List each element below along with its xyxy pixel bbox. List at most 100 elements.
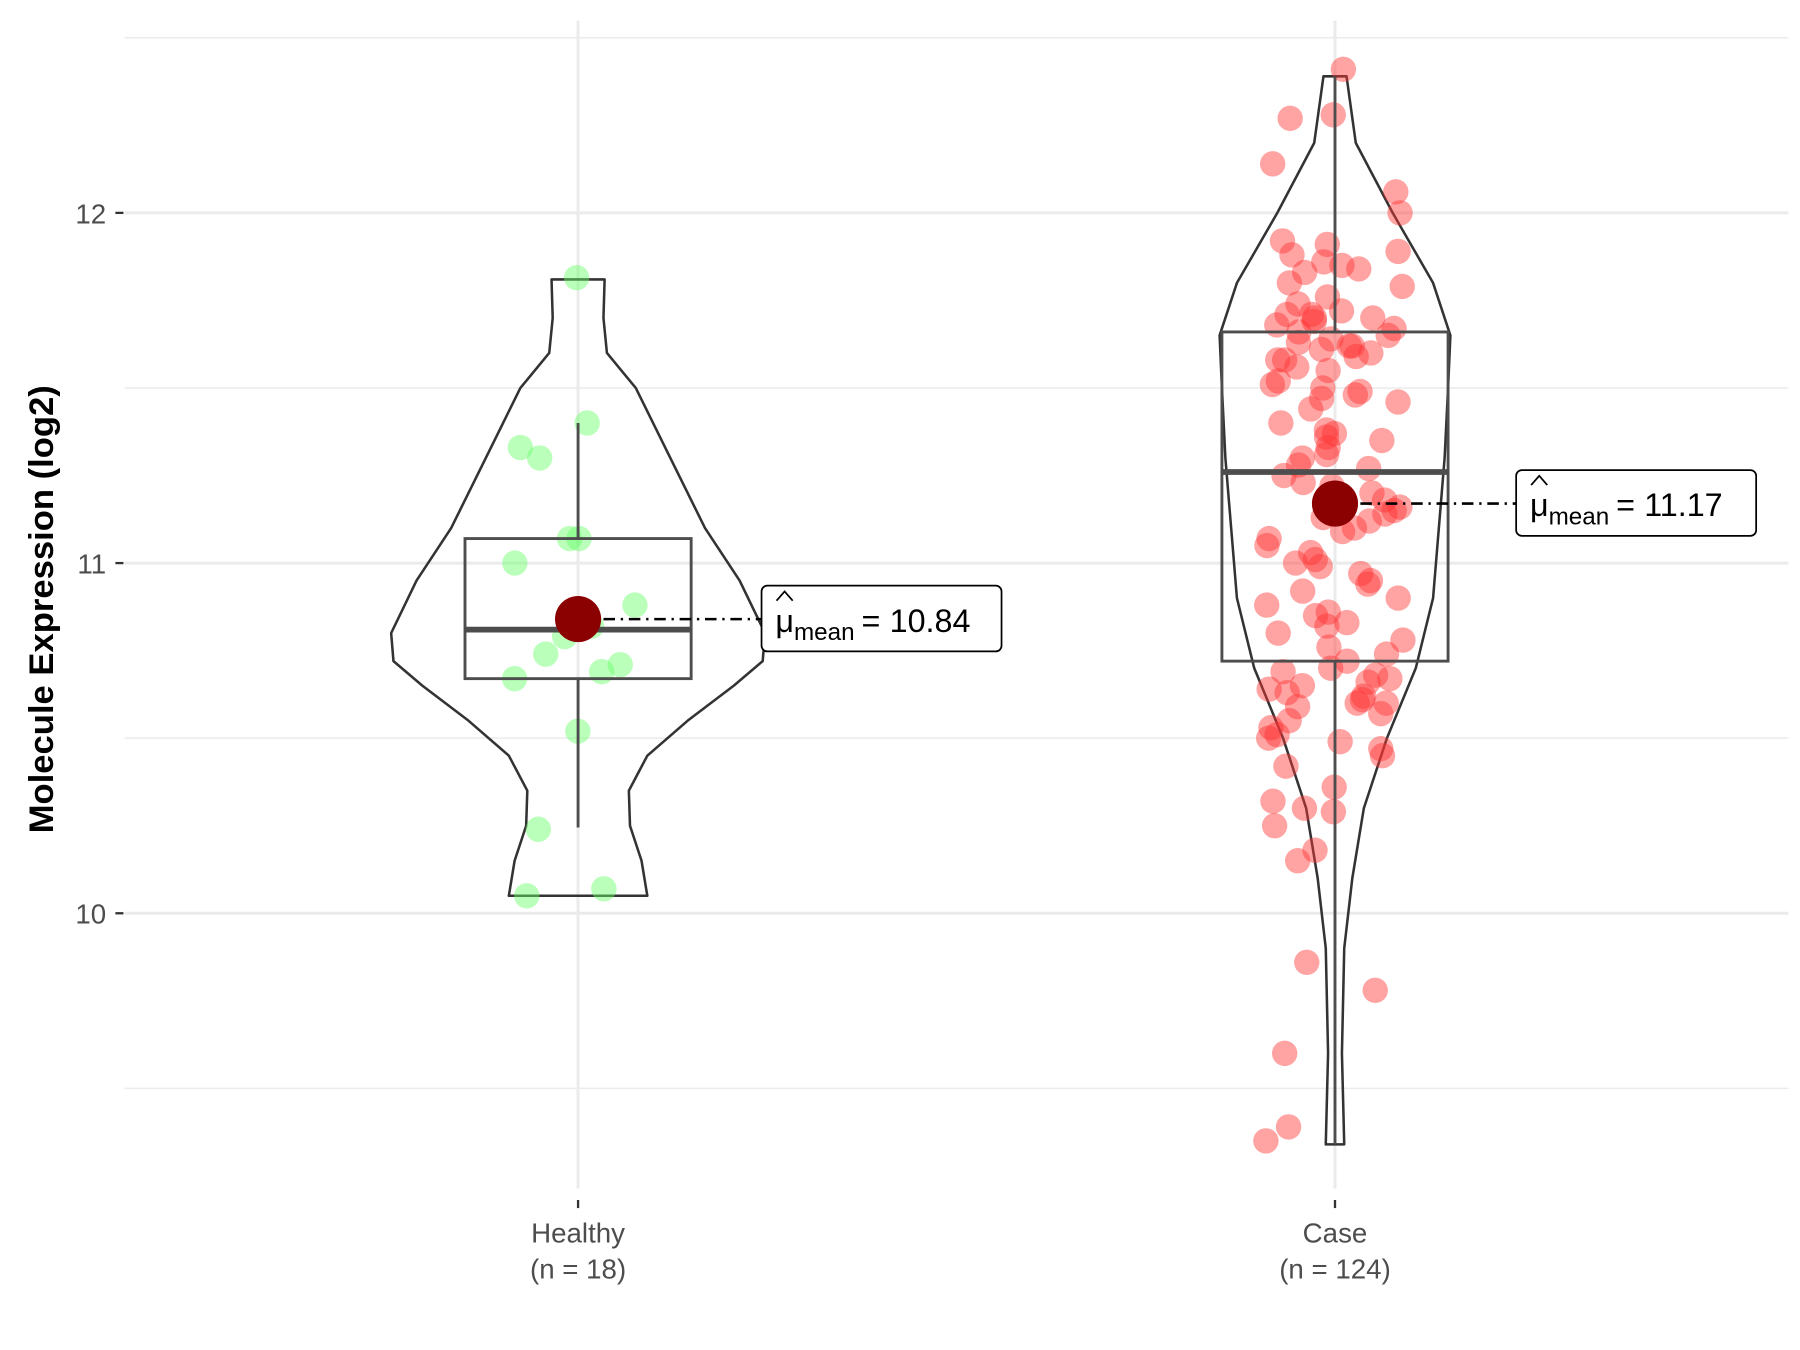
mean-label: μmean = 11.17: [1530, 487, 1723, 530]
data-point: [1357, 567, 1384, 594]
data-point: [1385, 389, 1411, 415]
data-point: [1270, 658, 1296, 685]
data-point: [1282, 550, 1309, 576]
data-point: [1308, 336, 1335, 363]
data-point: [1362, 662, 1389, 688]
data-point: [1371, 487, 1398, 513]
data-point: [1369, 742, 1396, 769]
data-point: [1260, 151, 1286, 177]
data-point: [1339, 333, 1365, 359]
hat-icon: [775, 590, 794, 602]
data-point: [563, 264, 590, 291]
x-tick-label: Healthy: [531, 1218, 625, 1249]
data-point: [1347, 378, 1373, 405]
mean-label-box: [1515, 469, 1758, 537]
data-point: [1375, 322, 1401, 349]
mean-label: μmean = 10.84: [775, 603, 970, 646]
data-point: [1277, 105, 1303, 132]
data-point: [1313, 417, 1340, 443]
data-point: [1254, 592, 1280, 618]
data-point: [1320, 799, 1347, 825]
data-point: [1259, 371, 1286, 398]
data-point: [1291, 795, 1318, 821]
data-point: [1271, 1040, 1298, 1067]
data-point: [514, 883, 540, 909]
data-point: [1327, 728, 1353, 755]
data-point: [1346, 256, 1372, 282]
data-point: [1308, 385, 1335, 412]
data-point: [1355, 455, 1382, 482]
grid-lines: [124, 20, 1789, 1189]
data-point: [1265, 347, 1291, 373]
data-point: [591, 876, 617, 902]
data-point: [1310, 375, 1336, 401]
data-point: [1302, 837, 1328, 863]
x-tick-label: Case: [1303, 1218, 1368, 1249]
x-tick-count: (n = 124): [1279, 1253, 1391, 1284]
y-tick-label: 10: [75, 899, 106, 930]
data-point: [1316, 634, 1342, 660]
equals-sign: =: [862, 603, 881, 639]
data-point: [1260, 788, 1286, 814]
mean-point: [555, 596, 602, 643]
data-point: [1344, 690, 1370, 716]
data-point: [1276, 707, 1302, 734]
y-axis-label: Molecule Expression (log2): [23, 385, 61, 833]
data-point: [526, 445, 553, 471]
data-point: [1372, 501, 1398, 527]
mean-subscript: mean: [794, 619, 855, 646]
data-point: [574, 410, 600, 436]
data-point: [533, 641, 559, 667]
data-point: [1256, 676, 1282, 702]
data-point: [1313, 424, 1340, 450]
data-point: [1377, 665, 1403, 692]
iqr-box: [463, 537, 693, 681]
data-point: [1268, 410, 1294, 436]
data-point: [1349, 686, 1376, 713]
data-point: [622, 592, 648, 618]
data-point: [1255, 725, 1282, 751]
mean-value: 11.17: [1644, 487, 1722, 523]
y-tick-label: 12: [75, 198, 106, 229]
data-point: [1297, 539, 1324, 566]
data-point: [1343, 343, 1369, 370]
data-point: [1294, 949, 1320, 975]
data-point: [1264, 312, 1290, 338]
data-point: [1342, 382, 1369, 408]
data-point: [1291, 259, 1318, 286]
data-point: [1359, 480, 1385, 506]
data-point: [1254, 532, 1280, 559]
data-point: [1390, 627, 1416, 653]
data-point: [1355, 669, 1381, 695]
data-point: [1330, 56, 1357, 82]
data-point: [1285, 291, 1311, 317]
data-point: [1258, 714, 1284, 741]
data-point: [1318, 655, 1344, 681]
data-point: [1284, 693, 1311, 720]
data-point: [1290, 469, 1316, 496]
data-point: [1336, 333, 1362, 359]
data-point: [1301, 308, 1327, 335]
violin-healthy: [389, 278, 767, 898]
data-point: [1315, 434, 1341, 461]
hat-icon: [1530, 474, 1548, 486]
data-point: [1307, 553, 1333, 580]
data-point: [607, 651, 633, 678]
x-tick-count: (n = 18): [530, 1253, 626, 1284]
data-point: [1360, 305, 1386, 331]
data-point: [1368, 735, 1394, 762]
data-point: [1279, 242, 1305, 268]
data-point: [1271, 347, 1298, 373]
data-point: [1274, 679, 1300, 706]
iqr-box: [1220, 330, 1450, 663]
data-point: [1315, 357, 1341, 384]
data-point: [1284, 848, 1311, 874]
data-point: [1381, 315, 1407, 342]
data-point: [525, 816, 552, 842]
mean-point: [1311, 480, 1359, 527]
data-point: [502, 550, 528, 576]
data-point: [1314, 613, 1340, 639]
data-point: [1269, 228, 1296, 254]
data-point: [1389, 273, 1415, 300]
